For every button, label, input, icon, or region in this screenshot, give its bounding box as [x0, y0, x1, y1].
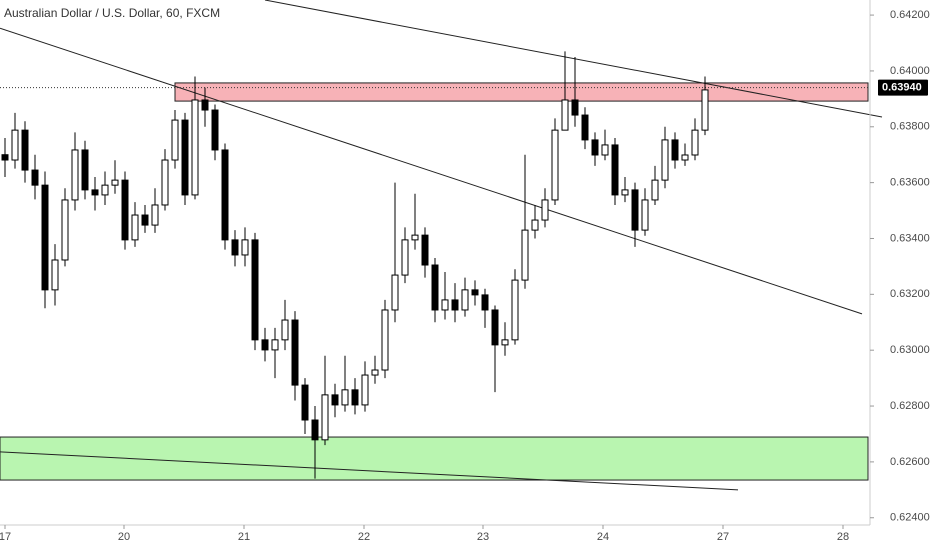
trendline [0, 451, 739, 491]
candle-body [31, 169, 39, 186]
candle-body [151, 204, 159, 226]
candle-body [361, 374, 369, 406]
candle-body [271, 339, 279, 351]
candle-body [571, 99, 579, 116]
candle-body [341, 389, 349, 406]
candle-body [61, 199, 69, 261]
candle-body [531, 219, 539, 231]
candle-body [251, 239, 259, 341]
candle-body [681, 154, 689, 161]
y-tick-label: 0.63600 [890, 177, 930, 189]
candle-body [471, 289, 479, 296]
y-tick-label: 0.63800 [890, 121, 930, 133]
candle-body [181, 119, 189, 196]
candle-body [441, 299, 449, 311]
candle-body [431, 264, 439, 311]
candle-body [331, 394, 339, 406]
candle-body [591, 139, 599, 156]
candle-body [351, 389, 359, 406]
candle-body [631, 189, 639, 231]
candle-body [51, 259, 59, 291]
candle-body [601, 144, 609, 156]
candle-body [11, 129, 19, 161]
candle-body [461, 289, 469, 311]
y-tick-label: 0.63000 [890, 344, 930, 356]
last-price-badge [878, 79, 928, 96]
candle-body [501, 339, 509, 346]
candle-body [301, 384, 309, 421]
x-tick-label: 28 [837, 531, 849, 543]
candle-body [541, 199, 549, 221]
candle-body [121, 179, 129, 241]
candle-body [201, 99, 209, 111]
y-tick-label: 0.64000 [890, 65, 930, 77]
candle-body [131, 214, 139, 241]
trendline [264, 0, 883, 118]
x-tick-label: 27 [717, 531, 729, 543]
candle-body [701, 89, 709, 131]
y-tick-label: 0.62800 [890, 400, 930, 412]
y-tick-label: 0.62600 [890, 456, 930, 468]
candle-body [211, 109, 219, 151]
candle-body [311, 419, 319, 441]
candle-body [91, 189, 99, 196]
candle-body [261, 339, 269, 351]
candle-body [41, 184, 49, 291]
candle-body [291, 319, 299, 386]
zone [0, 436, 869, 481]
y-tick-label: 0.63200 [890, 288, 930, 300]
candle-body [491, 309, 499, 346]
x-tick-label: 20 [118, 531, 130, 543]
candle-body [141, 214, 149, 226]
candle-body [281, 319, 289, 341]
candle-body [421, 234, 429, 266]
candle-body [81, 149, 89, 191]
candle-body [611, 144, 619, 196]
candle-body [621, 189, 629, 196]
candle-body [451, 299, 459, 311]
candle-body [391, 274, 399, 311]
candle-body [671, 139, 679, 161]
candle-body [551, 129, 559, 201]
candle-body [381, 309, 389, 371]
candle-body [1, 154, 9, 161]
y-tick-label: 0.62400 [890, 512, 930, 524]
candle-body [401, 239, 409, 276]
candle-body [241, 239, 249, 256]
candle-body [651, 179, 659, 201]
candle-body [231, 239, 239, 256]
candle-body [561, 99, 569, 131]
trendline [0, 27, 863, 315]
chart-title: Australian Dollar / U.S. Dollar, 60, FXC… [4, 6, 220, 20]
candle-body [411, 234, 419, 241]
candle-body [161, 159, 169, 206]
candle-body [111, 179, 119, 186]
candle-body [321, 394, 329, 441]
y-tick-label: 0.64200 [890, 9, 930, 21]
candle-body [171, 119, 179, 161]
candle-body [371, 369, 379, 376]
zone [174, 82, 869, 102]
candle-body [21, 129, 29, 171]
candle-body [101, 184, 109, 196]
plot-area [0, 0, 883, 491]
y-tick-label: 0.63400 [890, 232, 930, 244]
x-tick-label: 23 [477, 531, 489, 543]
candle-body [191, 99, 199, 196]
x-tick-label: 17 [0, 531, 11, 543]
last-price-label: 0.63940 [882, 82, 922, 94]
x-tick-label: 24 [597, 531, 609, 543]
candle-body [481, 294, 489, 311]
candle-body [581, 114, 589, 141]
candle-body [521, 229, 529, 281]
candle-body [221, 149, 229, 241]
candle-body [71, 149, 79, 201]
candle-body [661, 139, 669, 181]
x-tick-label: 22 [358, 531, 370, 543]
candle-body [511, 279, 519, 341]
candle-body [691, 129, 699, 156]
x-tick-label: 21 [238, 531, 250, 543]
candle-body [641, 199, 649, 231]
